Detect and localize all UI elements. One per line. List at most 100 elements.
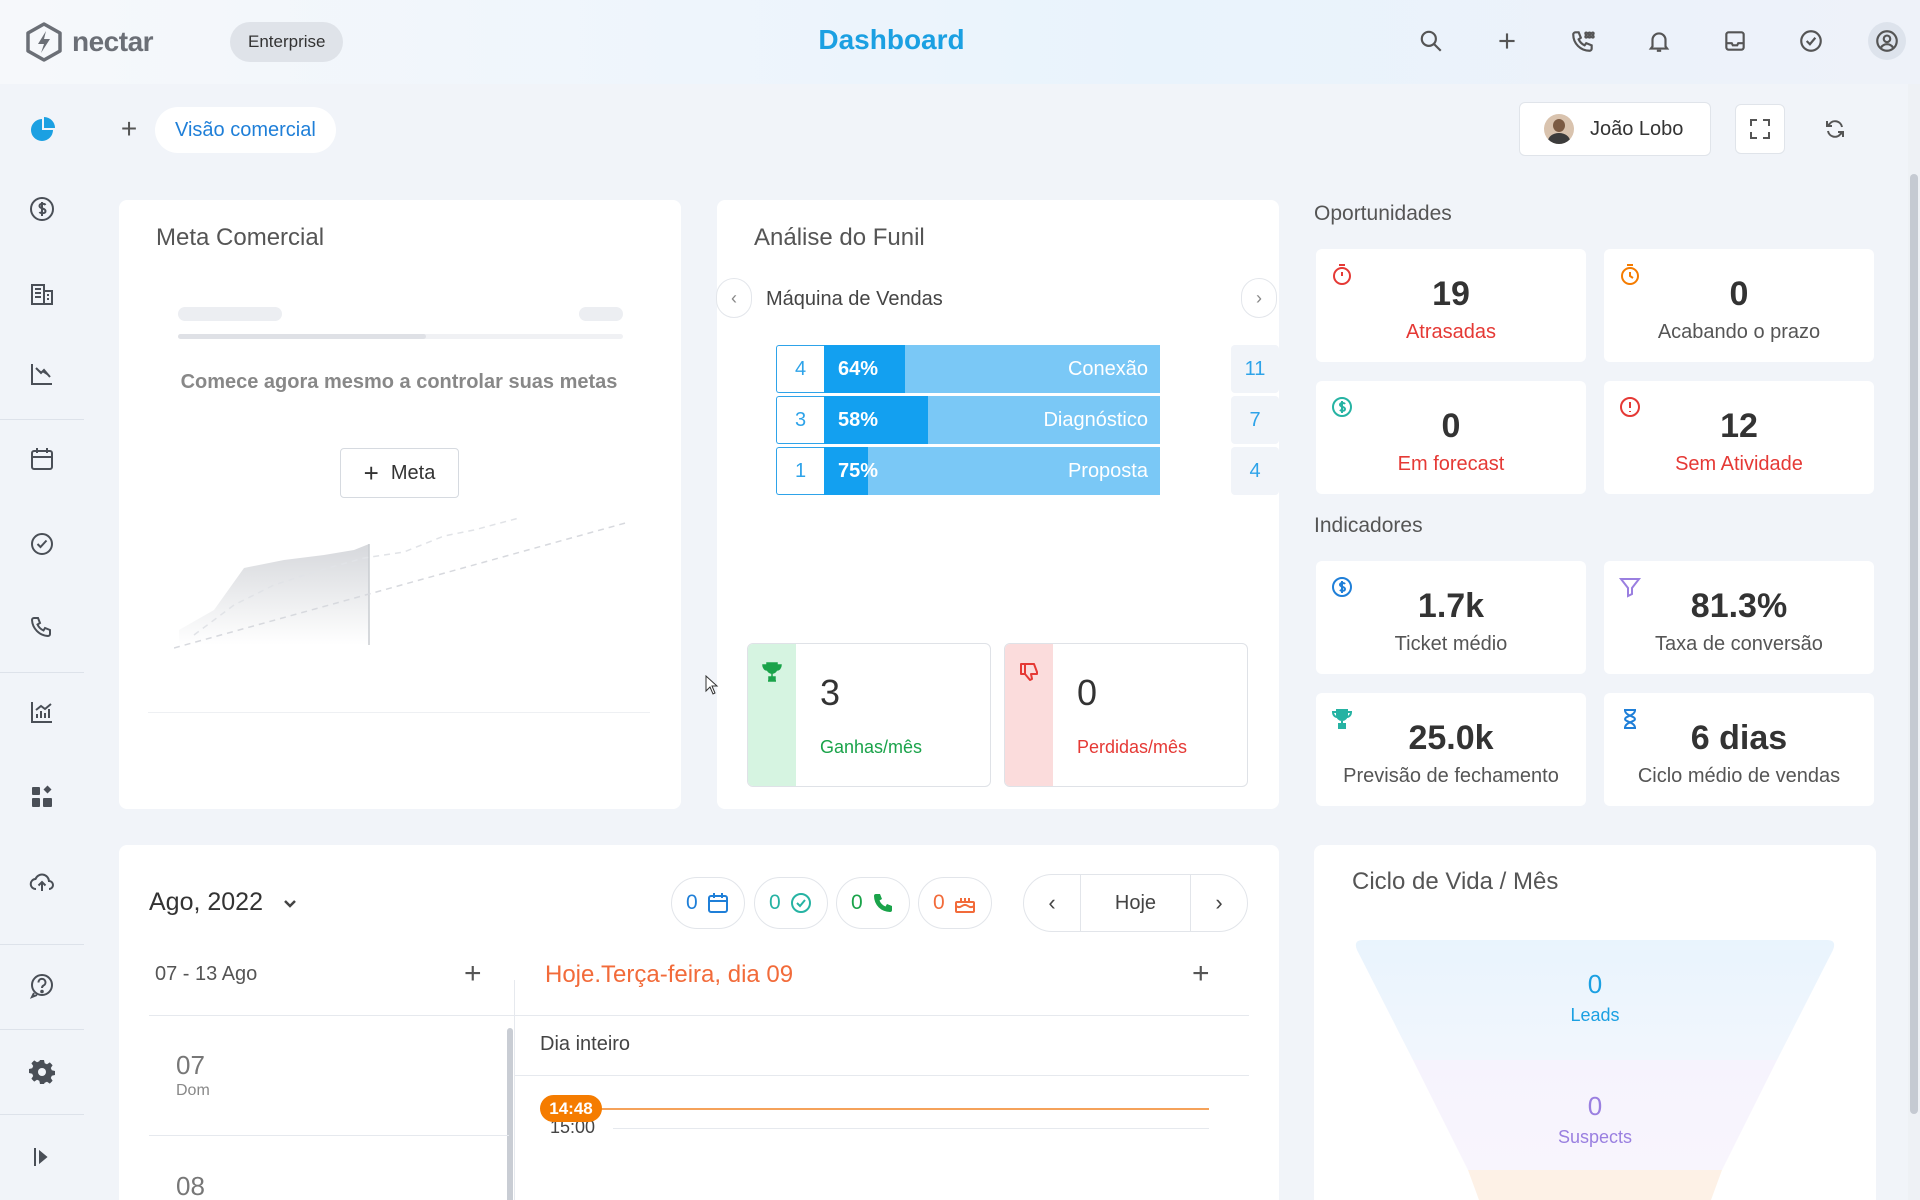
stage-bar-fill: [824, 345, 905, 393]
sidebar: [0, 84, 84, 1200]
today-button[interactable]: Hoje: [1080, 875, 1191, 931]
calls-counter[interactable]: 0: [836, 877, 910, 929]
calls-count: 0: [851, 891, 863, 914]
sidebar-item-widgets[interactable]: [22, 777, 62, 817]
sidebar-item-analytics[interactable]: [22, 692, 62, 732]
add-event-day-button[interactable]: +: [1192, 957, 1210, 990]
funnel-stage-row[interactable]: 4 64% Conexão 11: [776, 345, 1279, 393]
kpi-ciclo-medio[interactable]: 6 dias Ciclo médio de vendas: [1604, 693, 1874, 806]
funil-next-button[interactable]: ›: [1241, 278, 1277, 318]
stage-bar: 58% Diagnóstico: [824, 396, 1160, 444]
sidebar-item-tasks[interactable]: [22, 524, 62, 564]
funnel-stage-row[interactable]: 3 58% Diagnóstico 7: [776, 396, 1279, 444]
sidebar-item-deals[interactable]: [22, 189, 62, 229]
cloud-upload-icon: [29, 873, 54, 891]
stage-leads-label: Leads: [1570, 1005, 1620, 1025]
refresh-button[interactable]: [1810, 104, 1860, 154]
kpi-acabando-prazo[interactable]: 0 Acabando o prazo: [1604, 249, 1874, 362]
kpi-value: 12: [1720, 407, 1758, 445]
stage-count: 3: [776, 396, 824, 444]
tasks-counter[interactable]: 0: [754, 877, 828, 929]
filter-icon: [1618, 578, 1642, 598]
dashboard-icon: [31, 117, 55, 141]
expand-sidebar-icon: [34, 1148, 48, 1166]
stage-total: 4: [1231, 447, 1279, 495]
tasks-count: 0: [769, 891, 781, 914]
day-number[interactable]: 07: [176, 1050, 205, 1080]
alert-icon: [1620, 397, 1640, 417]
skeleton-progress-fill: [178, 334, 426, 339]
stage-suspects-value[interactable]: 0: [1587, 1091, 1603, 1121]
check-circle-icon: [31, 533, 53, 555]
inbox-icon[interactable]: [1716, 22, 1754, 60]
indicadores-title: Indicadores: [1314, 514, 1423, 537]
calendar-card: Ago, 2022 0 0 0 0 ‹ Hoje › 07 - 13 Ago +…: [119, 845, 1279, 1200]
funnel-stage-row[interactable]: 1 75% Proposta 4: [776, 447, 1279, 495]
thumbs-down-icon: [1020, 663, 1038, 681]
day-number[interactable]: 08: [176, 1171, 205, 1200]
birthdays-counter[interactable]: 0: [918, 877, 992, 929]
sidebar-toggle[interactable]: [22, 1137, 62, 1177]
plus-icon[interactable]: [1488, 22, 1526, 60]
day-list-scrollbar[interactable]: [507, 1028, 513, 1200]
month-label: Ago, 2022: [149, 888, 263, 916]
user-filter-button[interactable]: João Lobo: [1519, 102, 1711, 156]
kpi-em-forecast[interactable]: 0 Em forecast: [1316, 381, 1586, 494]
phone-icon[interactable]: [1564, 22, 1602, 60]
kpi-taxa-conversao[interactable]: 81.3% Taxa de conversão: [1604, 561, 1874, 674]
sidebar-item-calls[interactable]: [22, 607, 62, 647]
all-day-label: Dia inteiro: [540, 1033, 631, 1055]
sidebar-item-calendar[interactable]: [22, 439, 62, 479]
funil-prev-button[interactable]: ‹: [716, 278, 752, 318]
page-scrollbar[interactable]: [1908, 84, 1920, 1200]
events-count: 0: [686, 891, 698, 914]
day-of-week: Dom: [176, 1082, 210, 1099]
prev-week-button[interactable]: ‹: [1048, 890, 1056, 915]
tab-visao-comercial[interactable]: Visão comercial: [155, 107, 336, 153]
user-circle-icon[interactable]: [1868, 22, 1906, 60]
oportunidades-title: Oportunidades: [1314, 202, 1452, 225]
won-deals-box[interactable]: 3 Ganhas/mês: [747, 643, 991, 787]
kpi-value: 0: [1441, 407, 1461, 445]
month-selector[interactable]: Ago, 2022: [149, 888, 299, 917]
logo[interactable]: nectar: [24, 22, 154, 62]
kpi-value: 1.7k: [1417, 587, 1485, 625]
skeleton-bar: [178, 307, 282, 321]
fullscreen-button[interactable]: [1735, 104, 1785, 154]
bell-icon[interactable]: [1640, 22, 1678, 60]
sidebar-item-help[interactable]: [22, 966, 62, 1006]
kpi-previsao-fechamento[interactable]: 25.0k Previsão de fechamento: [1316, 693, 1586, 806]
sidebar-item-import[interactable]: [22, 862, 62, 902]
kpi-sem-atividade[interactable]: 12 Sem Atividade: [1604, 381, 1874, 494]
meta-placeholder-chart: [174, 517, 629, 649]
next-week-button[interactable]: ›: [1215, 890, 1223, 915]
stage-suspects-label: Suspects: [1557, 1127, 1633, 1147]
meta-comercial-card: Meta Comercial Comece agora mesmo a cont…: [119, 200, 681, 809]
events-counter[interactable]: 0: [671, 877, 745, 929]
kpi-ticket-medio[interactable]: 1.7k Ticket médio: [1316, 561, 1586, 674]
add-event-week-button[interactable]: +: [464, 957, 482, 990]
sidebar-item-dashboard[interactable]: [22, 110, 62, 150]
brand-name: nectar: [72, 26, 154, 57]
stage-total: 7: [1231, 396, 1279, 444]
phone-icon: [30, 617, 51, 638]
stage-total: 11: [1231, 345, 1279, 393]
sidebar-item-settings[interactable]: [22, 1052, 62, 1092]
pipeline-name: Máquina de Vendas: [766, 288, 943, 310]
sidebar-item-companies[interactable]: [22, 274, 62, 314]
stage-leads-value[interactable]: 0: [1587, 969, 1603, 999]
check-circle-icon[interactable]: [1792, 22, 1830, 60]
kpi-atrasadas[interactable]: 19 Atrasadas: [1316, 249, 1586, 362]
add-meta-button[interactable]: + Meta: [340, 448, 459, 498]
lost-deals-box[interactable]: 0 Perdidas/mês: [1004, 643, 1248, 787]
search-icon[interactable]: [1412, 22, 1450, 60]
scroll-thumb[interactable]: [1910, 174, 1918, 1114]
ciclo-card-title: Ciclo de Vida / Mês: [1352, 868, 1559, 895]
sidebar-item-reports[interactable]: [22, 354, 62, 394]
current-time-badge: 14:48: [540, 1095, 602, 1122]
add-view-button[interactable]: +: [120, 113, 138, 144]
chart-down-icon: [31, 364, 52, 385]
current-time-line: [589, 1108, 1209, 1110]
stage-name: Conexão: [1067, 357, 1148, 380]
avatar: [1544, 114, 1574, 144]
